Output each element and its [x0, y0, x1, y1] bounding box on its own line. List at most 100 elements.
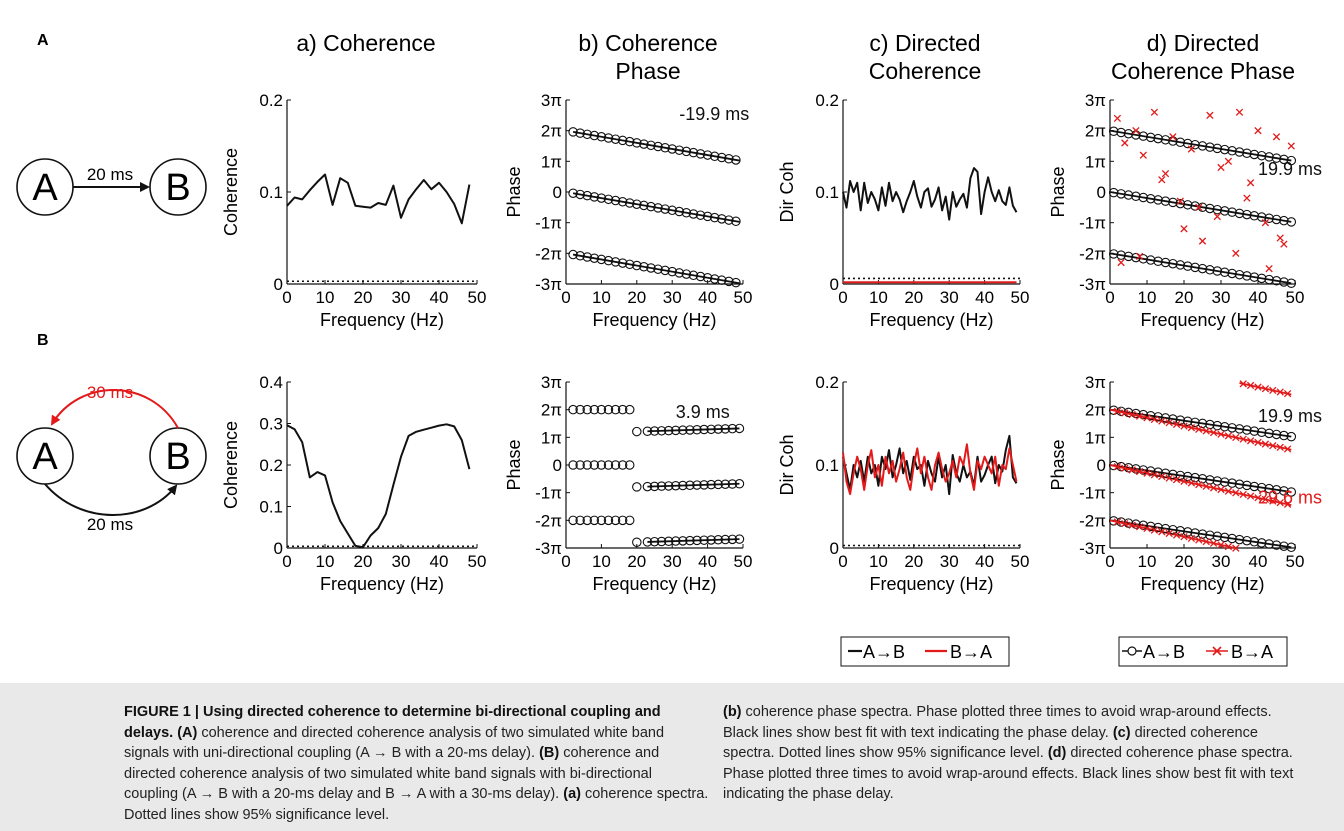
data-point-circle — [1264, 483, 1274, 494]
data-point-circle — [1212, 266, 1223, 276]
y-tick-label: 0 — [830, 539, 839, 558]
data-point-x — [1195, 480, 1203, 489]
data-point-circle — [589, 253, 600, 263]
data-point-circle — [1138, 254, 1149, 264]
data-point-circle — [667, 205, 677, 216]
data-point-circle — [1138, 192, 1149, 203]
data-point-x — [1169, 133, 1177, 141]
x-tick-label: 0 — [282, 288, 291, 307]
data-point-circle — [688, 270, 699, 281]
data-point-x — [1209, 484, 1218, 492]
caption-text-run: coherence phase spectra. Phase plotted t… — [723, 704, 1272, 741]
data-point-circle — [1242, 271, 1252, 281]
x-tick-label: 50 — [1011, 552, 1030, 571]
x-tick-label: 40 — [975, 288, 994, 307]
data-point-circle — [1160, 196, 1171, 206]
data-point-x — [1187, 534, 1196, 543]
data-point-x — [1121, 409, 1129, 417]
column-title-a: a) Coherence — [296, 30, 435, 56]
data-point-circle — [734, 423, 745, 434]
data-point-x — [1206, 111, 1214, 119]
data-point-x — [1235, 108, 1244, 116]
data-point-circle — [1153, 522, 1163, 533]
data-point-circle — [1197, 263, 1208, 274]
data-point-circle — [1175, 198, 1186, 209]
panel-b-a: 0 10 20 30 40 50 0 0.1 0.2 0.3 0.4 Frequency (Hz) Co… — [221, 373, 486, 594]
data-point-circle — [1242, 209, 1252, 220]
data-point-circle — [1182, 138, 1193, 149]
series-line-0 — [842, 434, 1018, 496]
x-tick-label: 50 — [468, 288, 487, 307]
data-point-circle — [1271, 214, 1282, 225]
data-point-x — [1283, 445, 1292, 453]
panel-a-d: 0 10 20 30 40 50 -3π -2π -1π 0 1π 2π 3π Frequency (Hz… — [1048, 91, 1322, 330]
data-point-circle — [1279, 541, 1289, 551]
data-point-circle — [660, 204, 670, 214]
chart-panels: 0 10 20 30 40 50 0 0.1 0.2 Frequency (Hz) Coherenc… — [221, 91, 1322, 594]
data-point-circle — [603, 255, 614, 266]
data-point-circle — [1264, 539, 1274, 549]
data-point-circle — [1205, 142, 1215, 152]
data-point-circle — [1286, 487, 1297, 497]
data-point-circle — [1256, 273, 1267, 284]
data-point-circle — [702, 150, 713, 160]
data-point-x — [1232, 489, 1240, 497]
legend-label-a-to-b: A→B — [863, 642, 905, 662]
data-point-circle — [1212, 420, 1223, 431]
data-point-circle — [678, 425, 688, 435]
data-point-circle — [617, 258, 628, 268]
data-point-x — [1261, 385, 1270, 393]
data-point-circle — [1175, 526, 1186, 536]
fit-line — [1109, 129, 1292, 162]
data-point-circle — [678, 480, 688, 491]
legend-label-a-to-b: A→B — [1143, 642, 1185, 662]
data-point-x — [1246, 437, 1255, 445]
y-tick-label: 0 — [1097, 183, 1106, 202]
column-title-c-line2: Coherence — [869, 58, 982, 84]
data-point-circle — [1271, 276, 1282, 286]
data-point-circle — [1160, 413, 1171, 423]
panel-b-c: 0 10 20 30 40 50 0 0.1 0.2 Frequency (Hz) Dir Coh — [777, 373, 1029, 594]
data-point-circle — [720, 424, 731, 434]
data-point-circle — [653, 264, 663, 274]
data-point-x — [1180, 225, 1188, 233]
data-point-circle — [1234, 424, 1245, 434]
y-tick-label: 0.2 — [815, 91, 839, 110]
x-tick-label: 50 — [1011, 288, 1030, 307]
data-point-circle — [660, 143, 670, 153]
legend-marker-circle — [1127, 646, 1137, 656]
data-point-circle — [624, 460, 635, 470]
data-point-x — [1202, 482, 1210, 490]
data-point-circle — [1219, 421, 1230, 432]
data-point-x — [1246, 179, 1255, 187]
data-point-x — [1187, 145, 1196, 153]
data-point-circle — [1168, 524, 1178, 535]
y-tick-label: 0.1 — [815, 456, 839, 475]
data-point-x — [1143, 469, 1151, 477]
data-point-circle — [1286, 278, 1297, 288]
x-tick-label: 0 — [1105, 288, 1114, 307]
data-point-circle — [1227, 268, 1237, 279]
y-tick-label: 0 — [553, 183, 562, 202]
data-point-circle — [575, 189, 585, 200]
data-point-x — [1158, 528, 1166, 536]
x-tick-label: 40 — [1249, 552, 1268, 571]
data-point-x — [1269, 442, 1277, 450]
x-tick-label: 50 — [468, 552, 487, 571]
data-point-circle — [1138, 465, 1149, 475]
data-point-circle — [1153, 256, 1163, 267]
data-point-circle — [639, 262, 649, 272]
data-point-circle — [713, 424, 723, 434]
data-point-circle — [727, 423, 738, 434]
data-point-circle — [1205, 265, 1215, 275]
x-tick-label: 40 — [430, 552, 449, 571]
data-point-circle — [1271, 485, 1282, 495]
data-point-circle — [1145, 410, 1156, 421]
y-tick-label: -1π — [535, 214, 562, 233]
data-point-x — [1224, 157, 1233, 165]
x-tick-label: 0 — [561, 288, 570, 307]
data-point-circle — [663, 481, 674, 491]
figure-caption — [0, 683, 1344, 831]
data-point-circle — [1242, 535, 1252, 546]
caption-text-run: directed coherence spectra. Dotted lines… — [723, 724, 1258, 762]
